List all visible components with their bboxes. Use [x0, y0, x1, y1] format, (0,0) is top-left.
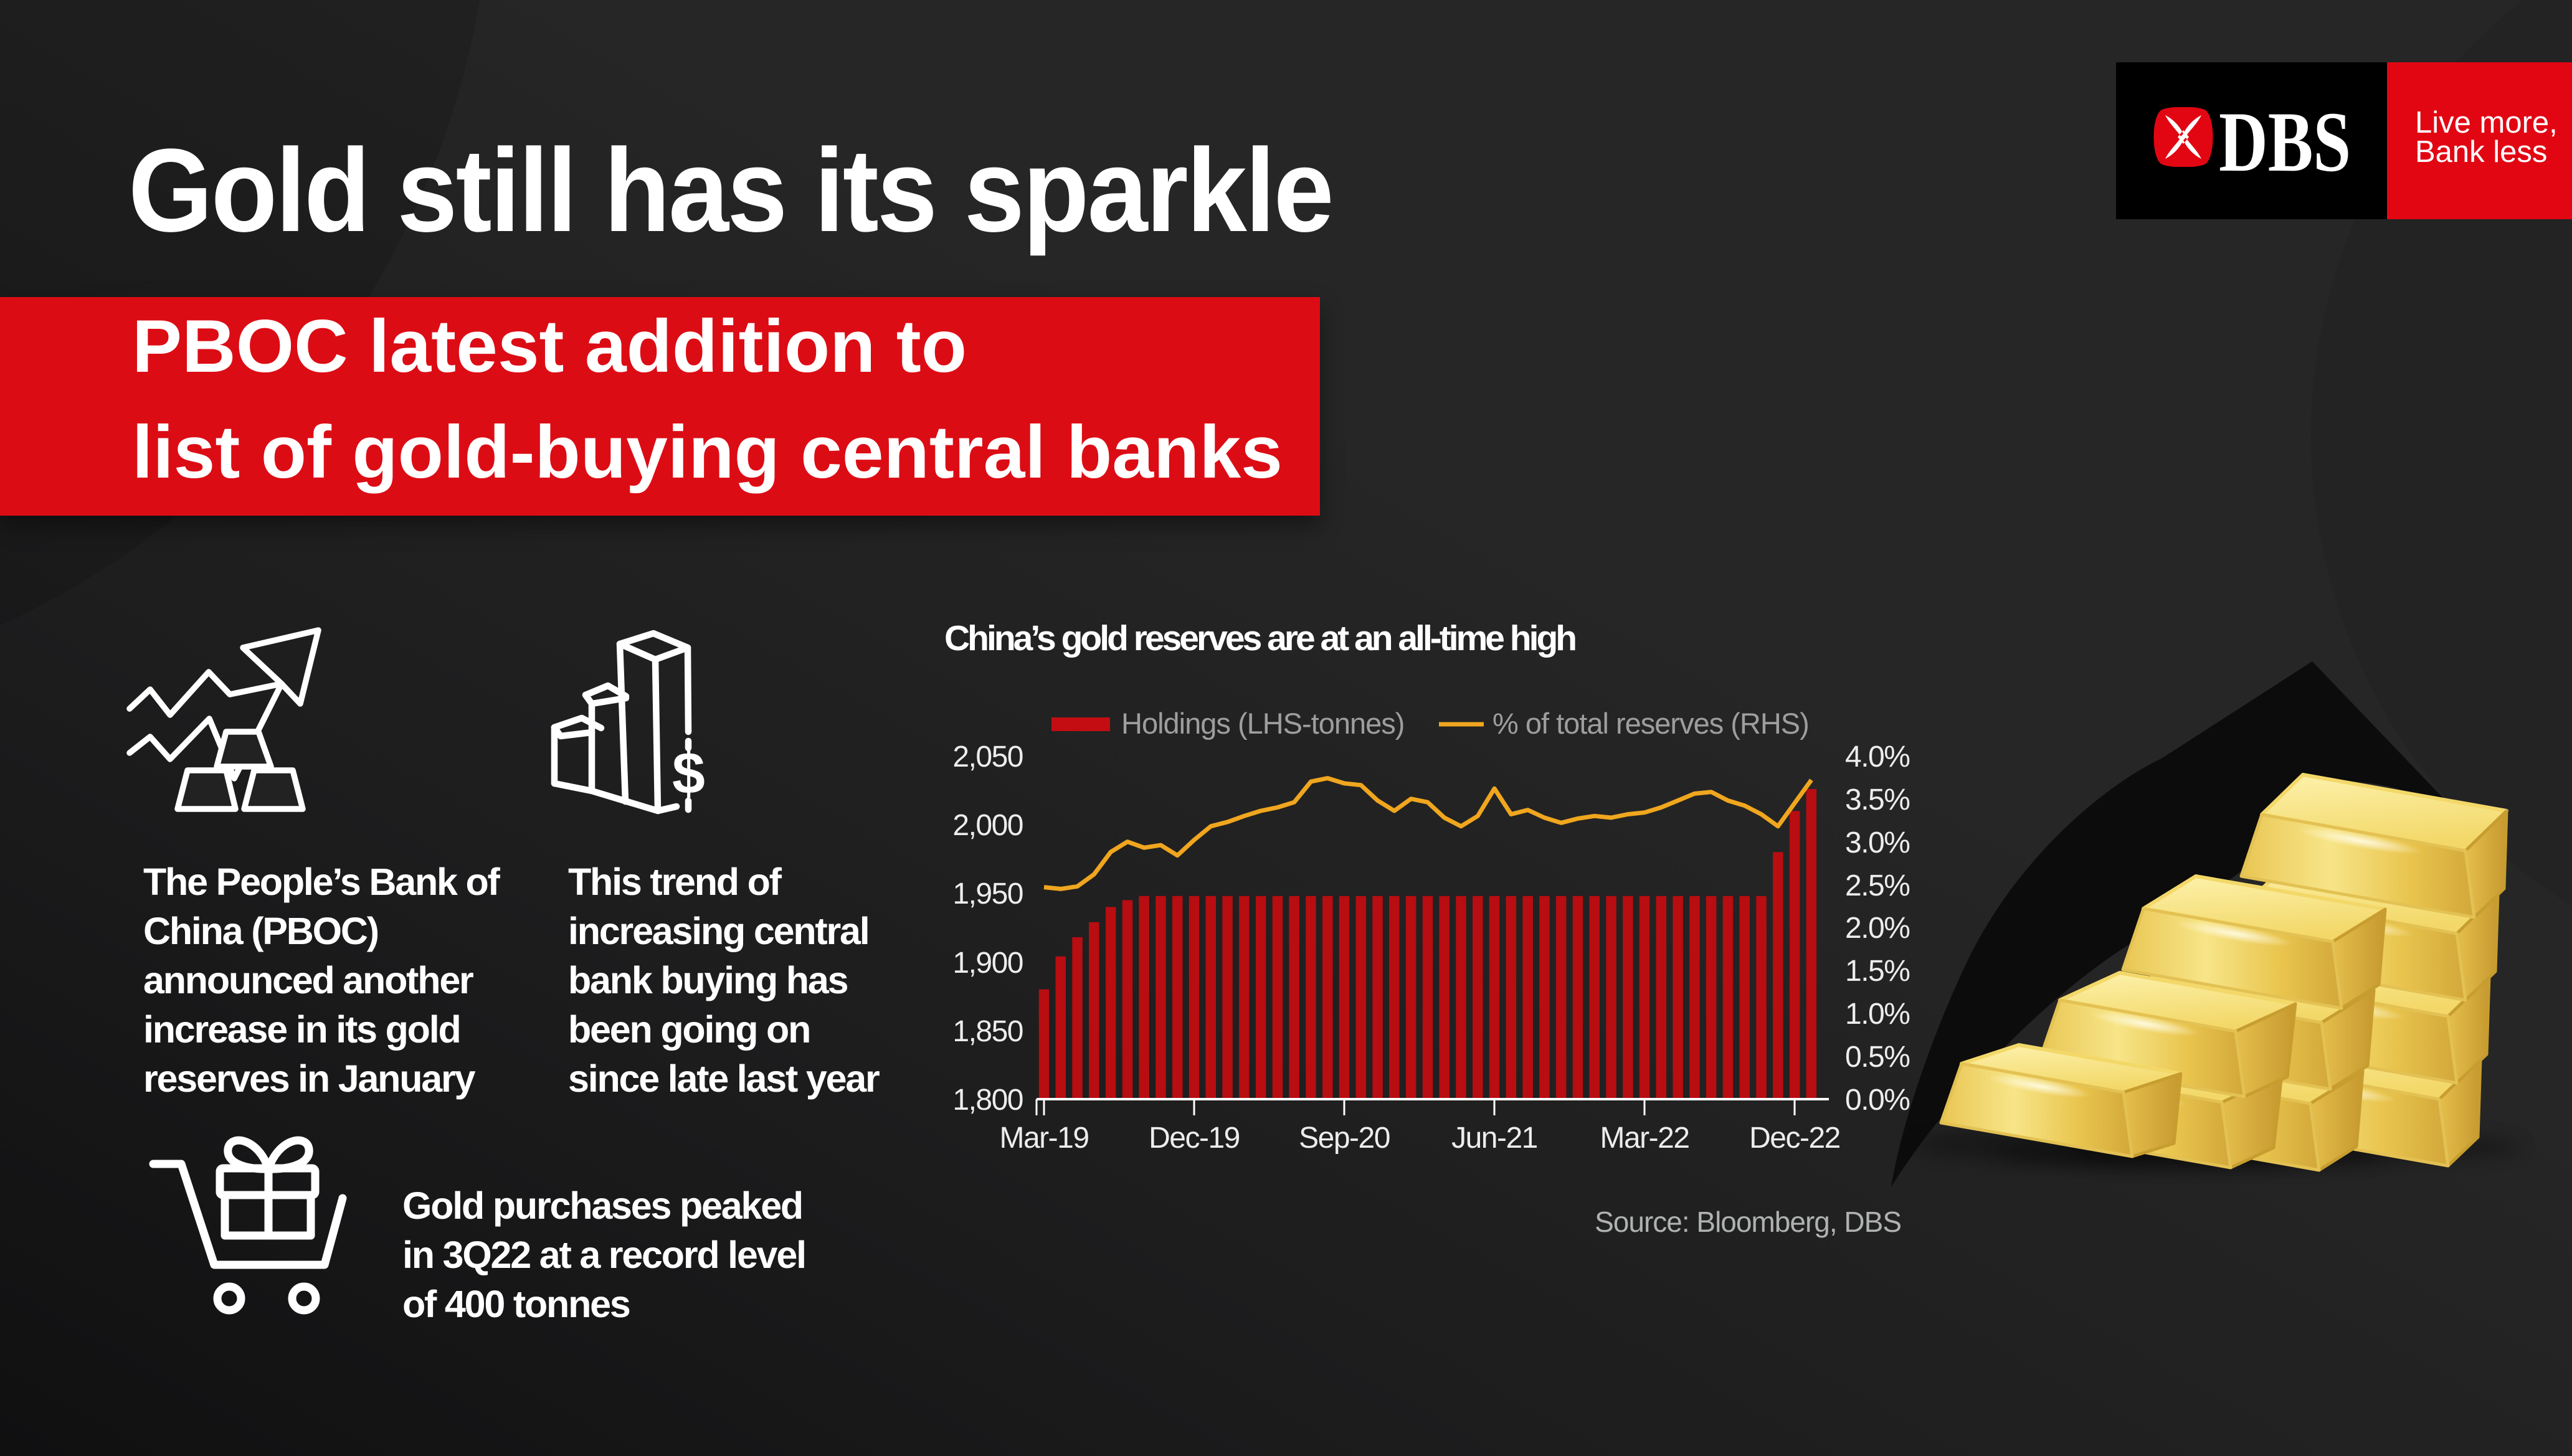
svg-text:1,850: 1,850 [952, 1015, 1023, 1048]
svg-text:1,900: 1,900 [952, 947, 1023, 980]
svg-text:2.0%: 2.0% [1845, 912, 1909, 945]
svg-text:2,050: 2,050 [952, 740, 1023, 773]
svg-text:1,800: 1,800 [952, 1084, 1023, 1117]
svg-text:Dec-22: Dec-22 [1749, 1122, 1840, 1155]
svg-text:Mar-19: Mar-19 [999, 1122, 1088, 1155]
svg-text:Mar-22: Mar-22 [1600, 1122, 1689, 1155]
svg-text:1,950: 1,950 [952, 877, 1023, 910]
svg-text:Jun-21: Jun-21 [1451, 1122, 1537, 1155]
svg-text:1.0%: 1.0% [1845, 998, 1909, 1031]
svg-text:3.5%: 3.5% [1845, 783, 1909, 816]
svg-text:$: $ [672, 740, 705, 806]
svg-text:Source: Bloomberg, DBS: Source: Bloomberg, DBS [1595, 1206, 1901, 1238]
svg-text:Sep-20: Sep-20 [1299, 1122, 1390, 1155]
svg-text:0.0%: 0.0% [1845, 1084, 1909, 1117]
svg-text:% of total reserves (RHS): % of total reserves (RHS) [1492, 707, 1809, 740]
svg-text:0.5%: 0.5% [1845, 1041, 1909, 1074]
svg-text:3.0%: 3.0% [1845, 826, 1909, 859]
svg-text:2.5%: 2.5% [1845, 869, 1909, 902]
svg-text:Dec-19: Dec-19 [1149, 1122, 1240, 1155]
svg-text:1.5%: 1.5% [1845, 955, 1909, 988]
svg-text:4.0%: 4.0% [1845, 740, 1909, 773]
svg-text:2,000: 2,000 [952, 809, 1023, 842]
svg-text:China’s gold reserves are at a: China’s gold reserves are at an all-time… [944, 618, 1575, 658]
svg-text:Holdings (LHS-tonnes): Holdings (LHS-tonnes) [1121, 707, 1404, 740]
